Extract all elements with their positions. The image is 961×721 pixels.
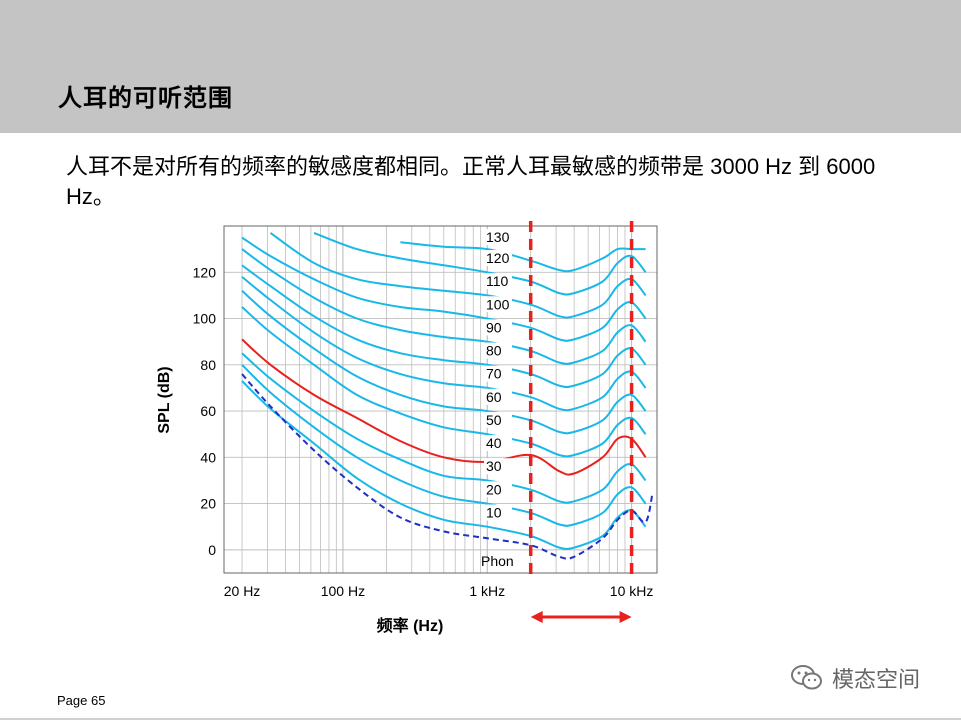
curve-labels: 130 120 110 100 90 80 70 60 50 40 30 20 10	[484, 229, 512, 521]
curve-label: 70	[486, 366, 502, 382]
x-tick-labels: 20 Hz 100 Hz 1 kHz 10 kHz	[224, 583, 654, 599]
curve-label: 90	[486, 319, 502, 335]
curve-label: 60	[486, 389, 502, 405]
curve-label: 50	[486, 412, 502, 428]
curve-label: 100	[486, 296, 510, 312]
curve-label-bg	[484, 250, 512, 267]
curve-label-bg	[484, 411, 512, 428]
wechat-icon	[791, 665, 822, 690]
footer-divider	[0, 718, 961, 720]
curve-label: 120	[486, 250, 510, 266]
slide-body-text: 人耳不是对所有的频率的敏感度都相同。正常人耳最敏感的频带是 3000 Hz 到 …	[66, 154, 876, 209]
curve-label: 130	[486, 229, 510, 245]
curve-label-bg	[484, 435, 512, 452]
curve-label-bg	[484, 296, 512, 313]
y-tick-label: 40	[200, 449, 216, 465]
contour-120	[313, 231, 647, 296]
contour-10	[241, 380, 647, 551]
y-tick-labels: 0 20 40 60 80 100 120	[193, 264, 217, 558]
threshold-curve	[241, 373, 654, 560]
curve-label: 10	[486, 504, 502, 520]
y-axis-title: SPL (dB)	[156, 366, 173, 433]
watermark-text: 模态空间	[832, 667, 921, 692]
x-tick-label: 20 Hz	[224, 583, 261, 599]
y-tick-label: 20	[200, 496, 216, 512]
watermark: 模态空间	[790, 662, 920, 694]
page-number: Page 65	[57, 693, 106, 708]
curve-label-bg	[484, 458, 512, 475]
plot-area	[224, 226, 657, 573]
curve-label-bg	[484, 229, 512, 246]
slide-title: 人耳的可听范围	[58, 85, 233, 112]
band-arrow-left-head	[530, 611, 543, 623]
curve-label-bg	[484, 481, 512, 498]
contour-130	[400, 241, 646, 273]
x-tick-label: 100 Hz	[321, 583, 365, 599]
curve-label: 20	[486, 481, 502, 497]
curve-label-bg	[484, 319, 512, 336]
contour-110	[269, 232, 647, 319]
curve-label-bg	[484, 273, 512, 290]
x-unit-label: Phon	[481, 553, 514, 569]
band-arrow-right-head	[619, 611, 632, 623]
curve-label: 80	[486, 343, 502, 359]
x-tick-label: 10 kHz	[610, 583, 654, 599]
curve-label-bg	[484, 388, 512, 405]
y-tick-label: 120	[193, 264, 217, 280]
curve-label: 30	[486, 458, 502, 474]
curve-label: 40	[486, 435, 502, 451]
x-tick-label: 1 kHz	[469, 583, 505, 599]
y-tick-label: 100	[193, 311, 217, 327]
contour-40	[241, 338, 647, 476]
curve-label-bg	[484, 504, 512, 521]
x-axis-title: 频率 (Hz)	[377, 616, 444, 635]
sensitive-band-markers	[528, 221, 634, 623]
curve-label-bg	[484, 365, 512, 382]
y-tick-label: 0	[208, 542, 216, 558]
curve-label-bg	[484, 342, 512, 359]
y-tick-label: 60	[200, 403, 216, 419]
curve-label: 110	[486, 273, 509, 289]
y-tick-label: 80	[200, 357, 216, 373]
slide-header	[0, 0, 961, 133]
plot-frame	[223, 225, 658, 574]
